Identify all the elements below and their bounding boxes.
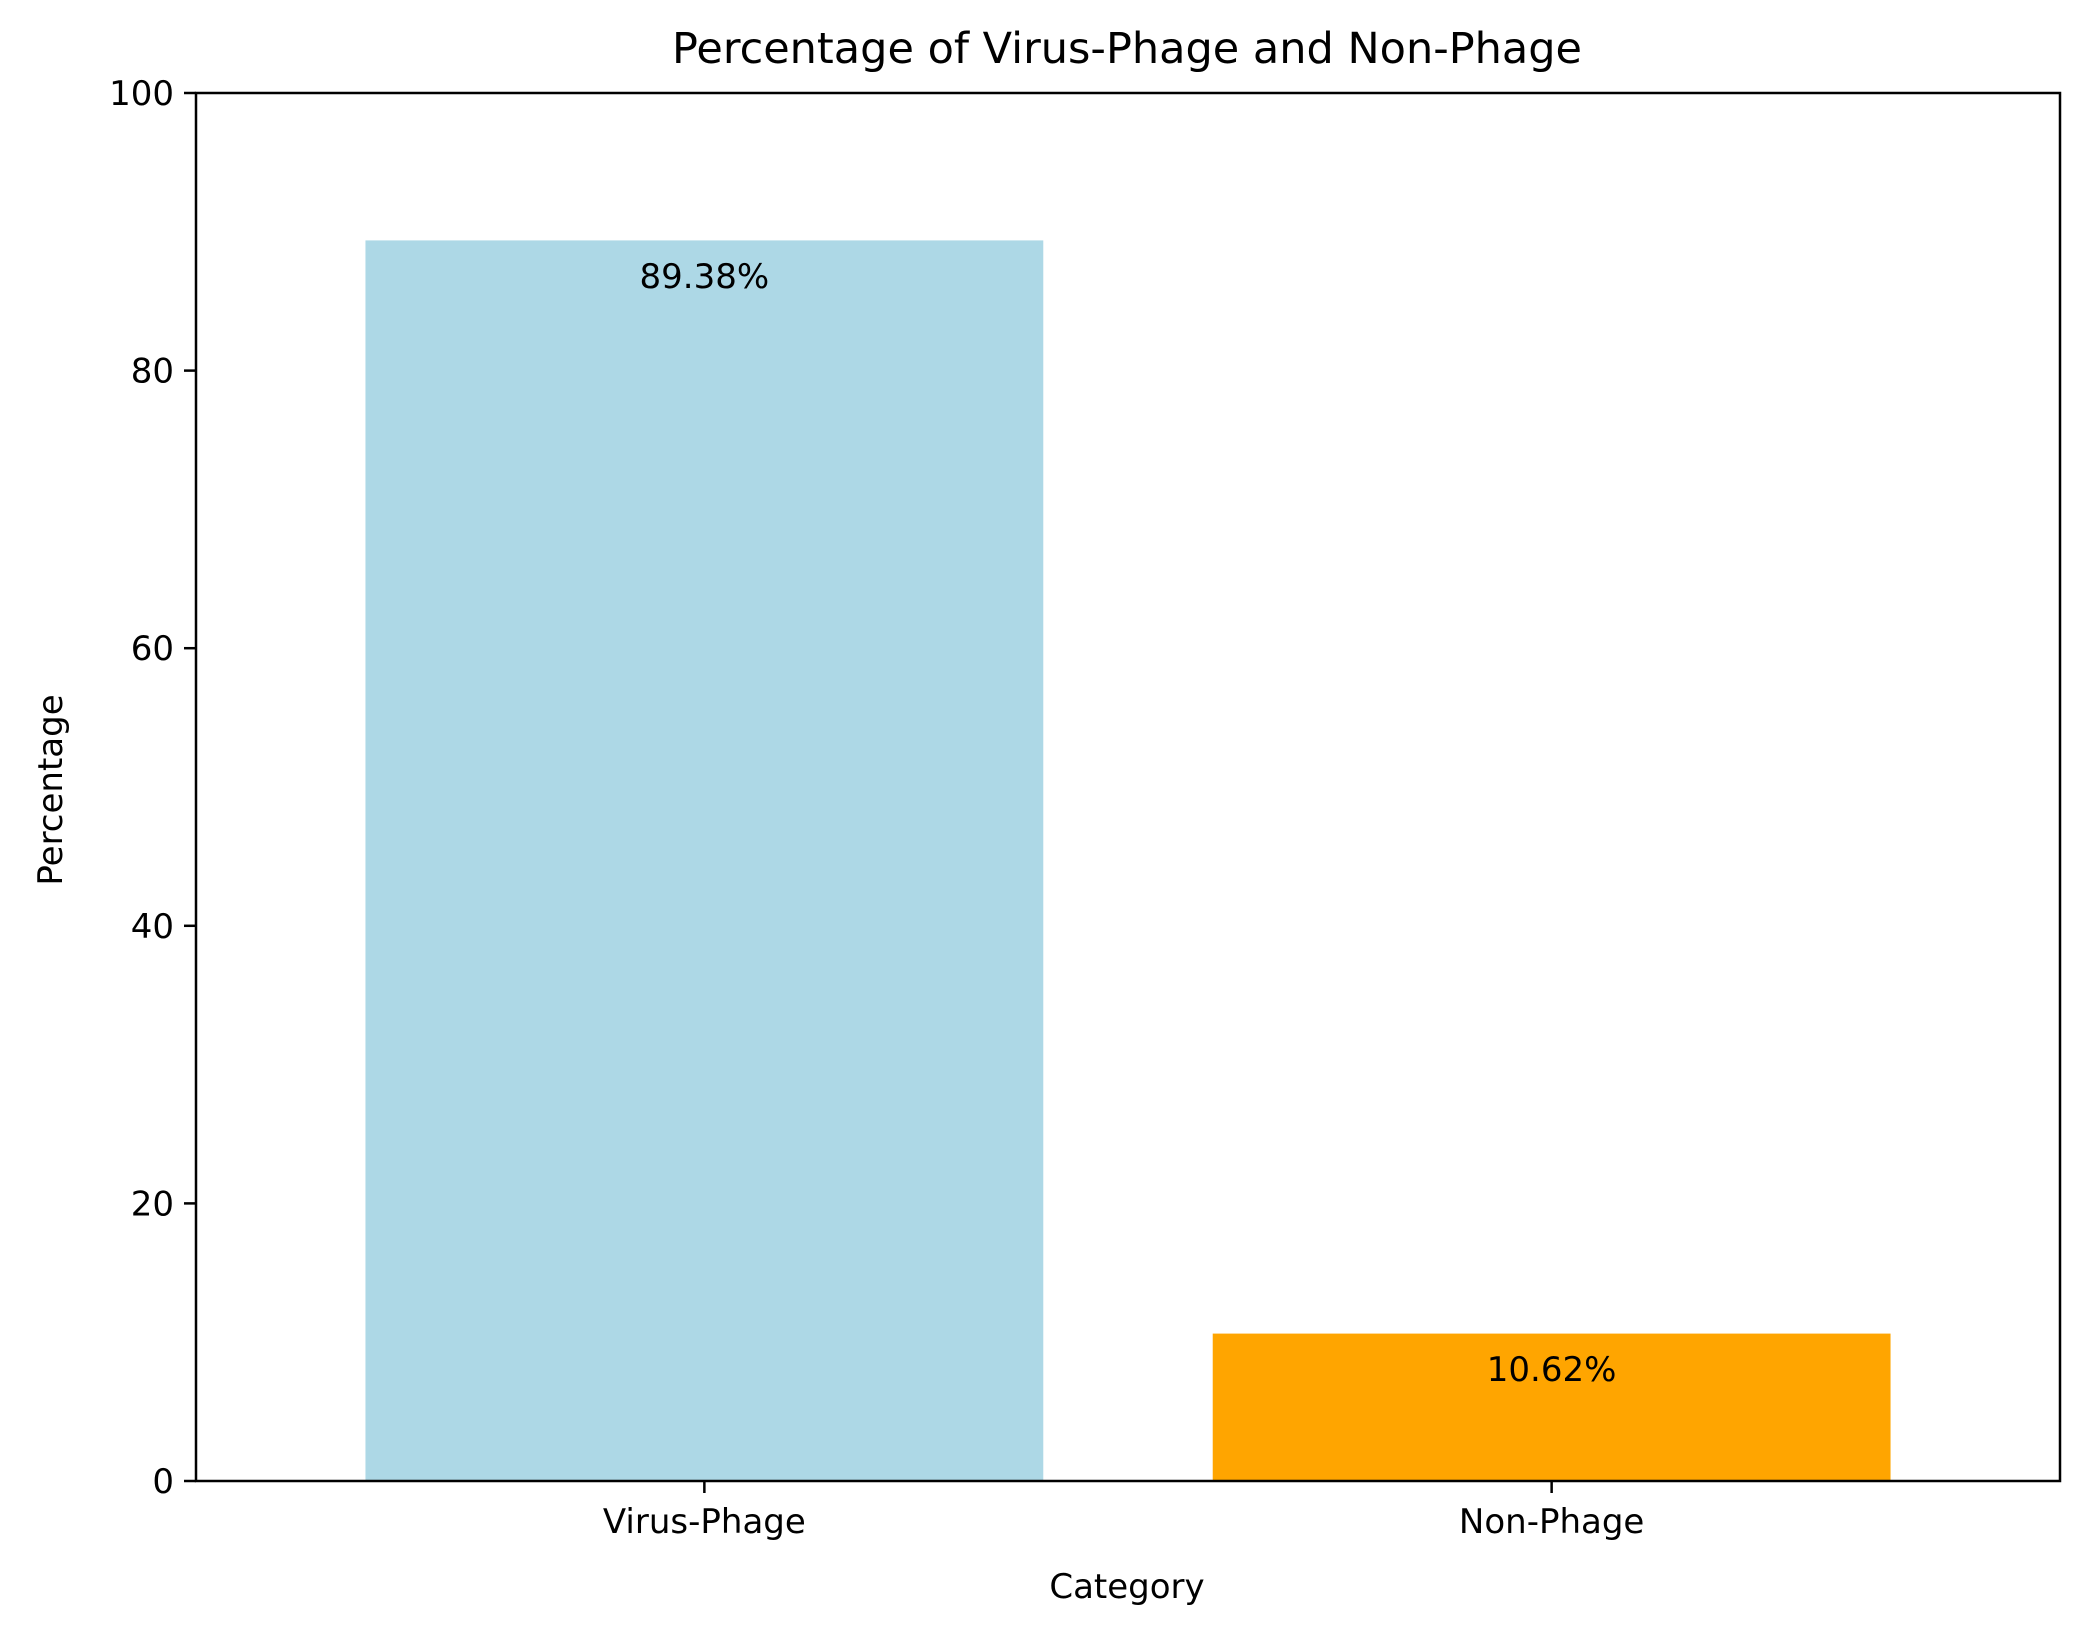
bars-layer: 89.38% 10.62%	[365, 240, 1891, 1481]
y-tick-label: 20	[131, 1184, 174, 1224]
y-tick-label: 60	[131, 629, 174, 669]
bar-value-label: 10.62%	[1487, 1350, 1617, 1390]
plot-frame	[194, 91, 2062, 1483]
y-axis-ticks: 0 20 40 60 80 100	[109, 74, 196, 1502]
y-axis-label: Percentage	[31, 694, 71, 885]
x-axis-ticks: Virus-Phage Non-Phage	[603, 1481, 1644, 1542]
chart-title: Percentage of Virus-Phage and Non-Phage	[672, 24, 1582, 74]
y-tick-label: 0	[152, 1462, 174, 1502]
x-axis-label: Category	[1049, 1567, 1204, 1607]
bar-non-phage	[1212, 1333, 1891, 1481]
y-tick-label: 100	[109, 74, 174, 114]
bar-virus-phage	[365, 240, 1044, 1481]
x-tick-label: Non-Phage	[1459, 1502, 1644, 1542]
y-tick-label: 80	[131, 352, 174, 392]
x-tick-label: Virus-Phage	[603, 1502, 806, 1542]
bar-value-label: 89.38%	[640, 257, 770, 297]
y-tick-label: 40	[131, 907, 174, 947]
